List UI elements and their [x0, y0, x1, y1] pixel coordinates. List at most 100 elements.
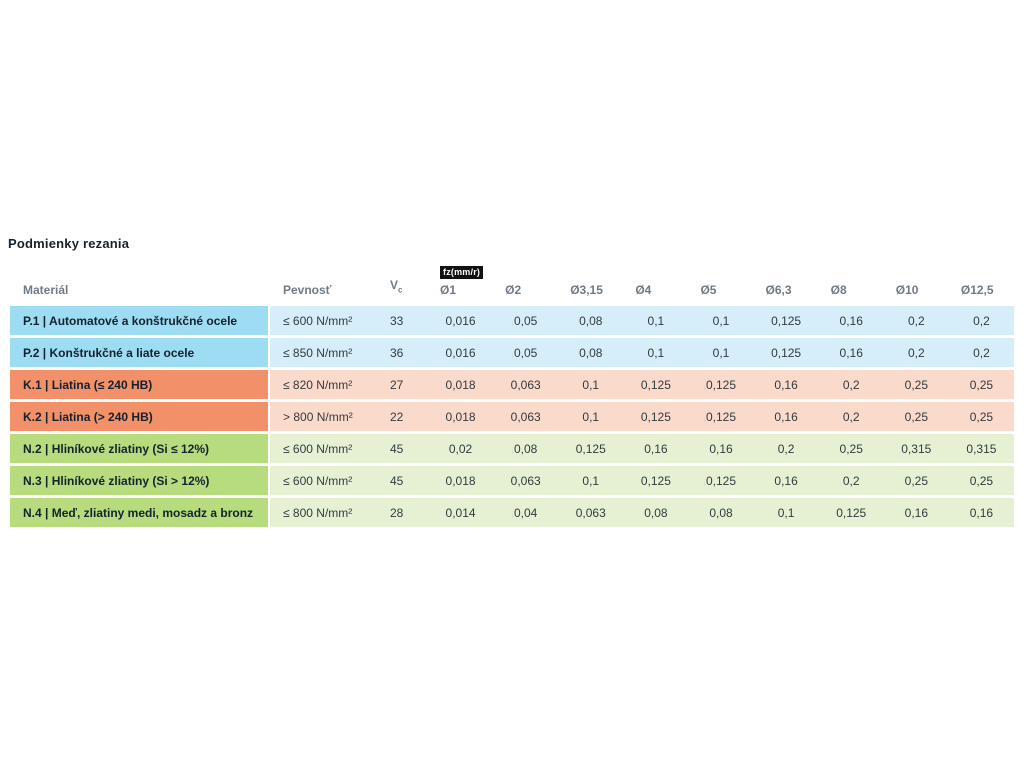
feed-value-cell: 0,16 — [688, 434, 754, 463]
column-header-diameter: Ø6,3 — [754, 283, 819, 306]
column-header-strength: Pevnosť — [283, 283, 332, 297]
feed-value-cell: 0,25 — [948, 370, 1014, 399]
table-body: P.1 | Automatové a konštrukčné ocele ≤ 6… — [10, 306, 1014, 527]
column-header-diameter-label: Ø1 — [440, 283, 457, 297]
feed-value-cell: 0,1 — [558, 402, 624, 431]
feed-value-cell: 0,1 — [558, 370, 624, 399]
column-header-vc: Vc — [380, 278, 428, 306]
feed-value-cell: 0,018 — [428, 466, 494, 495]
vc-cell: 45 — [380, 434, 428, 463]
feed-value-cell: 0,2 — [883, 306, 949, 335]
feed-value-cell: 0,16 — [883, 498, 949, 527]
feed-value-cell: 0,02 — [428, 434, 494, 463]
material-cell: N.4 | Meď, zliatiny medi, mosadz a bronz — [10, 498, 270, 527]
feed-value-cell: 0,25 — [948, 466, 1014, 495]
material-cell: N.2 | Hliníkové zliatiny (Si ≤ 12%) — [10, 434, 270, 463]
feed-value-cell: 0,016 — [428, 338, 494, 367]
feed-value-cell: 0,125 — [623, 370, 689, 399]
feed-value-cell: 0,04 — [493, 498, 559, 527]
vc-label: V — [390, 277, 399, 292]
table-row: P.1 | Automatové a konštrukčné ocele ≤ 6… — [10, 306, 1014, 335]
feed-unit-badge: fz(mm/r) — [440, 266, 484, 279]
feed-value-cell: 0,315 — [948, 434, 1014, 463]
column-header-diameter: Ø3,15 — [558, 283, 623, 306]
page-title: Podmienky rezania — [8, 236, 130, 251]
cutting-conditions-table: Materiál Pevnosť Vc fz(mm/r) Ø1 Ø2 Ø3,15 Ø4 Ø… — [10, 260, 1014, 530]
column-header-diameter-label: Ø4 — [635, 283, 652, 297]
feed-value-cell: 0,125 — [558, 434, 624, 463]
feed-value-cell: 0,125 — [623, 402, 689, 431]
table-row: N.3 | Hliníkové zliatiny (Si > 12%) ≤ 60… — [10, 466, 1014, 495]
feed-value-cell: 0,25 — [818, 434, 884, 463]
feed-value-cell: 0,08 — [623, 498, 689, 527]
feed-value-cell: 0,018 — [428, 370, 494, 399]
material-cell: K.2 | Liatina (> 240 HB) — [10, 402, 270, 431]
feed-value-cell: 0,05 — [493, 338, 559, 367]
material-cell: K.1 | Liatina (≤ 240 HB) — [10, 370, 270, 399]
feed-value-cell: 0,25 — [948, 402, 1014, 431]
feed-value-cell: 0,063 — [493, 370, 559, 399]
feed-value-cell: 0,16 — [753, 402, 819, 431]
column-header-diameter: Ø10 — [884, 283, 949, 306]
feed-value-cell: 0,25 — [883, 402, 949, 431]
feed-value-cell: 0,08 — [493, 434, 559, 463]
feed-value-cell: 0,315 — [883, 434, 949, 463]
strength-cell: ≤ 600 N/mm² — [270, 434, 380, 463]
table-row: P.2 | Konštrukčné a liate ocele ≤ 850 N/… — [10, 338, 1014, 367]
table-row: N.2 | Hliníkové zliatiny (Si ≤ 12%) ≤ 60… — [10, 434, 1014, 463]
strength-cell: ≤ 600 N/mm² — [270, 306, 380, 335]
vc-cell: 28 — [380, 498, 428, 527]
feed-value-cell: 0,16 — [948, 498, 1014, 527]
column-header-diameter: Ø4 — [623, 283, 688, 306]
feed-value-cell: 0,08 — [558, 338, 624, 367]
feed-value-cell: 0,08 — [688, 498, 754, 527]
table-row: K.2 | Liatina (> 240 HB) > 800 N/mm² 22 … — [10, 402, 1014, 431]
feed-value-cell: 0,2 — [948, 338, 1014, 367]
feed-value-cell: 0,1 — [558, 466, 624, 495]
feed-value-cell: 0,2 — [948, 306, 1014, 335]
feed-value-cell: 0,16 — [818, 338, 884, 367]
column-header-diameter-label: Ø6,3 — [765, 283, 792, 297]
column-header-diameter: Ø2 — [493, 283, 558, 306]
feed-value-cell: 0,125 — [688, 370, 754, 399]
column-header-diameter-label: Ø12,5 — [960, 283, 994, 297]
feed-value-cell: 0,16 — [753, 370, 819, 399]
feed-value-cell: 0,16 — [818, 306, 884, 335]
strength-cell: > 800 N/mm² — [270, 402, 380, 431]
material-cell: P.1 | Automatové a konštrukčné ocele — [10, 306, 270, 335]
feed-value-cell: 0,1 — [688, 306, 754, 335]
feed-value-cell: 0,014 — [428, 498, 494, 527]
column-header-diameter: Ø5 — [688, 283, 753, 306]
feed-value-cell: 0,125 — [688, 402, 754, 431]
column-header-diameter: Ø12,5 — [949, 283, 1014, 306]
strength-cell: ≤ 800 N/mm² — [270, 498, 380, 527]
vc-subscript: c — [398, 285, 403, 294]
feed-value-cell: 0,018 — [428, 402, 494, 431]
feed-value-cell: 0,1 — [623, 338, 689, 367]
feed-value-cell: 0,2 — [818, 370, 884, 399]
feed-value-cell: 0,16 — [753, 466, 819, 495]
feed-value-cell: 0,016 — [428, 306, 494, 335]
feed-value-cell: 0,125 — [623, 466, 689, 495]
vc-cell: 27 — [380, 370, 428, 399]
table-row: N.4 | Meď, zliatiny medi, mosadz a bronz… — [10, 498, 1014, 527]
column-header-diameter-label: Ø10 — [895, 283, 919, 297]
feed-value-cell: 0,125 — [753, 306, 819, 335]
feed-value-cell: 0,125 — [753, 338, 819, 367]
feed-value-cell: 0,125 — [818, 498, 884, 527]
column-header-diameter: Ø8 — [819, 283, 884, 306]
feed-value-cell: 0,1 — [753, 498, 819, 527]
feed-value-cell: 0,08 — [558, 306, 624, 335]
feed-value-cell: 0,25 — [883, 466, 949, 495]
feed-value-cell: 0,1 — [688, 338, 754, 367]
strength-cell: ≤ 850 N/mm² — [270, 338, 380, 367]
feed-value-cell: 0,2 — [883, 338, 949, 367]
column-header-diameter-label: Ø2 — [505, 283, 522, 297]
vc-cell: 22 — [380, 402, 428, 431]
vc-cell: 36 — [380, 338, 428, 367]
strength-cell: ≤ 600 N/mm² — [270, 466, 380, 495]
vc-cell: 45 — [380, 466, 428, 495]
vc-cell: 33 — [380, 306, 428, 335]
feed-value-cell: 0,063 — [493, 466, 559, 495]
